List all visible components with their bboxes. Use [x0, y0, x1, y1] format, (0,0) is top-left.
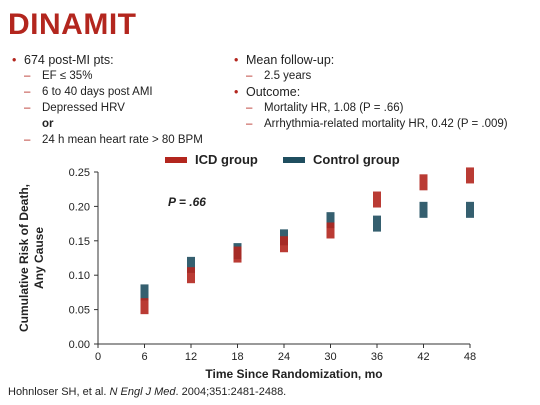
- left_bullets-item: or: [42, 118, 54, 130]
- y-axis-title-line: Any Cause: [32, 227, 46, 289]
- citation-details: . 2004;351:2481-2488.: [175, 386, 287, 398]
- legend-item-control: Control group: [283, 152, 400, 167]
- right_bullets-item: Arrhythmia-related mortality HR, 0.42 (P…: [232, 116, 532, 132]
- citation: Hohnloser SH, et al. N Engl J Med. 2004;…: [8, 386, 286, 398]
- icd-data-point: [280, 236, 288, 253]
- x-tick-label: 36: [371, 351, 383, 363]
- icd-data-point: [187, 267, 195, 284]
- left-bullet-list: 674 post-MI pts:EF ≤ 35%6 to 40 days pos…: [10, 52, 240, 148]
- x-tick-label: 0: [95, 351, 101, 363]
- y-tick-label: 0.00: [69, 339, 90, 351]
- control-data-point: [140, 284, 149, 301]
- left_bullets-item: 6 to 40 days post AMI: [10, 84, 240, 100]
- legend-swatch-icd: [165, 156, 187, 163]
- control-data-point: [326, 212, 335, 229]
- control-data-point: [419, 201, 428, 218]
- x-tick-label: 12: [185, 351, 197, 363]
- p-value-annotation: P = .66: [168, 195, 206, 209]
- control-data-point: [373, 215, 381, 232]
- icd-data-point: [140, 298, 149, 315]
- x-tick-label: 6: [141, 351, 147, 363]
- icd-data-point: [466, 167, 474, 184]
- y-tick-label: 0.20: [69, 201, 90, 213]
- legend-swatch-control: [283, 156, 305, 163]
- left_bullets-item: 674 post-MI pts:: [10, 52, 240, 68]
- y-tick-label: 0.15: [69, 236, 90, 248]
- citation-authors: Hohnloser SH, et al.: [8, 386, 110, 398]
- left_bullets-item: Depressed HRV: [10, 100, 240, 116]
- control-data-point: [466, 201, 474, 218]
- icd-data-point: [373, 191, 381, 208]
- icd-data-point: [419, 174, 428, 191]
- y-tick-label: 0.25: [69, 167, 90, 179]
- x-tick-label: 18: [231, 351, 243, 363]
- right_bullets-item: 2.5 years: [232, 68, 532, 84]
- x-tick-label: 42: [417, 351, 429, 363]
- left_bullets-item: EF ≤ 35%: [10, 68, 240, 84]
- x-tick-label: 30: [324, 351, 336, 363]
- x-tick-label: 24: [278, 351, 290, 363]
- right-bullet-list: Mean follow-up:2.5 yearsOutcome:Mortalit…: [232, 52, 532, 132]
- legend-item-icd: ICD group: [165, 152, 258, 167]
- slide-title: DINAMIT: [8, 8, 137, 41]
- left_bullets-item: 24 h mean heart rate > 80 BPM: [10, 132, 240, 148]
- y-axis-title-line: Cumulative Risk of Death,: [17, 184, 31, 332]
- right_bullets-item: Mean follow-up:: [232, 52, 532, 68]
- icd-data-point: [326, 222, 335, 239]
- x-tick-label: 48: [464, 351, 476, 363]
- control-data-point: [187, 256, 195, 273]
- y-axis-title: Cumulative Risk of Death,Any Cause: [17, 184, 46, 332]
- icd-data-point: [233, 246, 242, 263]
- y-tick-label: 0.05: [69, 305, 90, 317]
- right_bullets-item: Outcome:: [232, 84, 532, 100]
- x-axis-title: Time Since Randomization, mo: [205, 367, 382, 381]
- legend-label-icd: ICD group: [195, 152, 258, 167]
- right_bullets-item: Mortality HR, 1.08 (P = .66): [232, 100, 532, 116]
- legend-label-control: Control group: [313, 152, 400, 167]
- y-tick-label: 0.10: [69, 270, 90, 282]
- citation-journal: N Engl J Med: [109, 386, 176, 398]
